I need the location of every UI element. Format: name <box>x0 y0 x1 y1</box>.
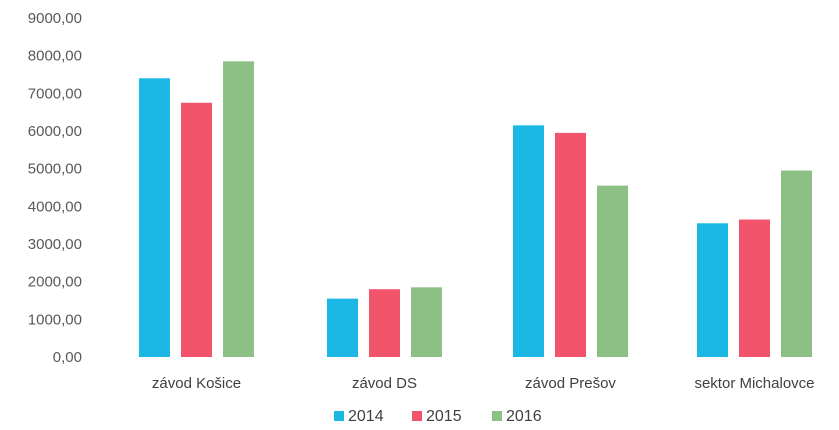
y-tick-label: 2000,00 <box>28 274 82 291</box>
legend: 2014 2015 2016 <box>334 408 542 425</box>
legend-item-2016: 2016 <box>492 408 542 425</box>
bar-2015-3 <box>555 132 586 357</box>
y-tick-label: 3000,00 <box>28 236 82 253</box>
y-tick-label: 8000,00 <box>28 48 82 65</box>
legend-label: 2015 <box>426 408 462 425</box>
y-tick-label: 1000,00 <box>28 311 82 328</box>
legend-label: 2016 <box>506 408 542 425</box>
legend-swatch <box>492 411 502 421</box>
legend-swatch <box>334 411 344 421</box>
bars <box>139 61 812 358</box>
y-tick-label: 5000,00 <box>28 161 82 178</box>
bar-2016-4 <box>781 170 812 357</box>
bar-2015-4 <box>739 219 770 357</box>
y-axis: 0,00 1000,00 2000,00 3000,00 4000,00 5000,00 6… <box>28 10 82 366</box>
x-axis: závod Košice závod DS závod Prešov sektor M… <box>152 375 815 392</box>
bar-2014-2 <box>327 298 358 357</box>
y-tick-label: 4000,00 <box>28 198 82 215</box>
x-category-label: závod Prešov <box>525 375 616 392</box>
legend-label: 2014 <box>348 408 384 425</box>
y-tick-label: 0,00 <box>53 349 82 366</box>
y-tick-label: 9000,00 <box>28 10 82 27</box>
bar-2016-1 <box>223 61 254 358</box>
legend-item-2014: 2014 <box>334 408 384 425</box>
bar-2015-1 <box>181 102 212 357</box>
bar-2016-3 <box>597 185 628 357</box>
bar-2014-3 <box>513 125 544 357</box>
bar-2016-2 <box>411 287 442 357</box>
bar-2014-4 <box>697 223 728 357</box>
y-tick-label: 7000,00 <box>28 85 82 102</box>
x-category-label: závod Košice <box>152 375 241 392</box>
y-tick-label: 6000,00 <box>28 123 82 140</box>
legend-swatch <box>412 411 422 421</box>
x-category-label: sektor Michalovce <box>694 375 814 392</box>
legend-item-2015: 2015 <box>412 408 462 425</box>
x-category-label: závod DS <box>352 375 417 392</box>
bar-2015-2 <box>369 289 400 357</box>
bar-2014-1 <box>139 78 170 358</box>
